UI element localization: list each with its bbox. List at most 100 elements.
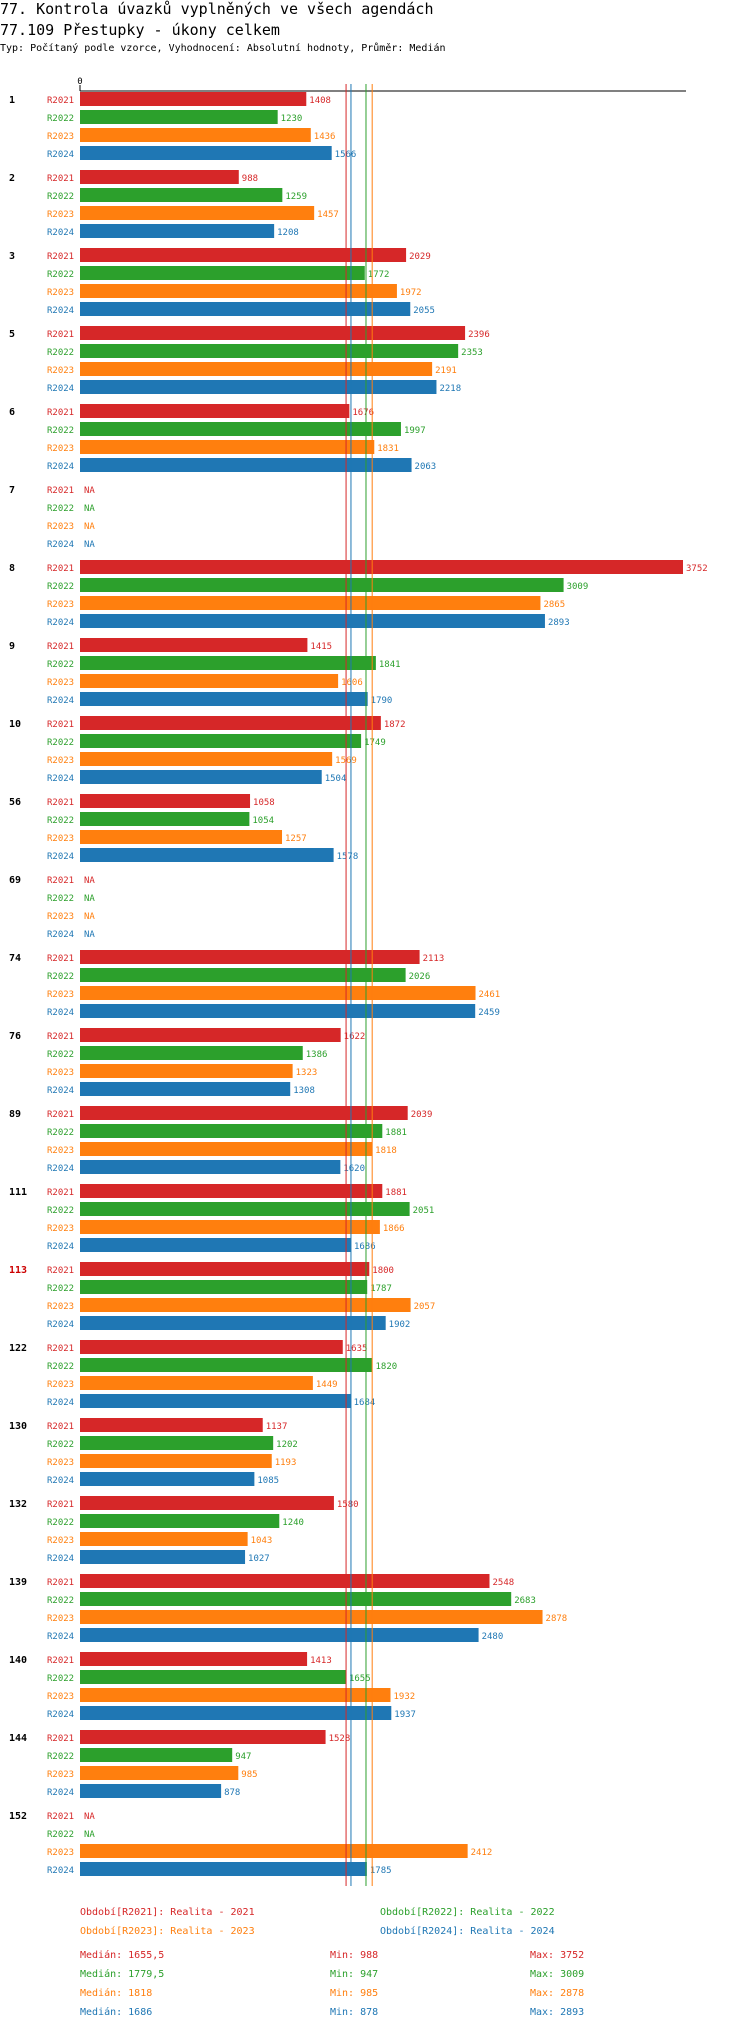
- series-label: R2021: [47, 252, 74, 262]
- series-label: R2021: [47, 1266, 74, 1276]
- value-label: 1881: [385, 1128, 407, 1138]
- stat-median: Medián: 1655,5: [80, 1950, 165, 1961]
- bar: [80, 326, 466, 340]
- stat-max: Max: 2878: [530, 1988, 585, 1999]
- value-label: 947: [235, 1752, 251, 1762]
- value-label: 1578: [337, 852, 359, 862]
- bar: [80, 1202, 410, 1216]
- group-label: 8: [9, 563, 15, 574]
- value-label: 1230: [281, 114, 303, 124]
- group-label: 76: [9, 1031, 21, 1042]
- value-label: 1566: [335, 150, 357, 160]
- value-label: 1872: [384, 720, 406, 730]
- na-label: NA: [84, 540, 95, 550]
- series-label: R2021: [47, 486, 74, 496]
- bar: [80, 1160, 341, 1174]
- na-label: NA: [84, 894, 95, 904]
- bar: [80, 1652, 308, 1666]
- bar: [80, 1358, 373, 1372]
- series-label: R2021: [47, 96, 74, 106]
- series-label: R2022: [47, 504, 74, 514]
- series-label: R2024: [47, 540, 74, 550]
- series-label: R2021: [47, 564, 74, 574]
- bar: [80, 794, 251, 808]
- value-label: 3752: [686, 564, 708, 574]
- stat-min: Min: 985: [330, 1988, 379, 1999]
- bar: [80, 1280, 368, 1294]
- value-label: 3009: [567, 582, 589, 592]
- value-label: 2051: [413, 1206, 435, 1216]
- series-label: R2021: [47, 1500, 74, 1510]
- value-label: 988: [242, 174, 258, 184]
- bar: [80, 986, 476, 1000]
- value-label: 1449: [316, 1380, 338, 1390]
- series-label: R2024: [47, 1632, 74, 1642]
- series-label: R2022: [47, 972, 74, 982]
- na-label: NA: [84, 522, 95, 532]
- series-label: R2022: [47, 738, 74, 748]
- bar: [80, 1142, 373, 1156]
- na-label: NA: [84, 1812, 95, 1822]
- bar: [80, 1730, 326, 1744]
- bar: [80, 1784, 222, 1798]
- value-label: 2893: [548, 618, 570, 628]
- value-label: 2412: [471, 1848, 493, 1858]
- series-label: R2022: [47, 816, 74, 826]
- group-label: 5: [9, 329, 15, 340]
- series-label: R2021: [47, 798, 74, 808]
- bar: [80, 284, 397, 298]
- series-label: R2021: [47, 954, 74, 964]
- na-label: NA: [84, 1830, 95, 1840]
- series-label: R2023: [47, 1146, 74, 1156]
- bar: [80, 404, 350, 418]
- value-label: 2057: [414, 1302, 436, 1312]
- value-label: 1635: [346, 1344, 368, 1354]
- bar: [80, 1238, 351, 1252]
- bar: [80, 1124, 383, 1138]
- series-label: R2024: [47, 228, 74, 238]
- series-label: R2023: [47, 834, 74, 844]
- series-label: R2022: [47, 1518, 74, 1528]
- value-label: 2055: [413, 306, 435, 316]
- stat-median: Medián: 1779,5: [80, 1969, 165, 1980]
- group-label: 1: [9, 95, 15, 106]
- bar: [80, 752, 333, 766]
- bar: [80, 1706, 392, 1720]
- series-label: R2023: [47, 756, 74, 766]
- value-label: 1620: [343, 1164, 365, 1174]
- bar: [80, 1082, 291, 1096]
- bar: [80, 206, 315, 220]
- value-label: 1408: [309, 96, 331, 106]
- value-label: 1686: [354, 1242, 376, 1252]
- na-label: NA: [84, 912, 95, 922]
- series-label: R2022: [47, 1596, 74, 1606]
- legend-item: Období[R2021]: Realita - 2021: [80, 1907, 255, 1918]
- series-label: R2021: [47, 1032, 74, 1042]
- series-label: R2023: [47, 678, 74, 688]
- legend-item: Období[R2024]: Realita - 2024: [380, 1926, 555, 1937]
- group-label: 6: [9, 407, 15, 418]
- bar: [80, 1532, 248, 1546]
- na-label: NA: [84, 486, 95, 496]
- bar: [80, 1298, 411, 1312]
- series-label: R2023: [47, 522, 74, 532]
- value-label: 1772: [368, 270, 390, 280]
- series-label: R2024: [47, 462, 74, 472]
- bar: [80, 266, 365, 280]
- series-label: R2023: [47, 1614, 74, 1624]
- bar: [80, 362, 433, 376]
- bar: [80, 1340, 343, 1354]
- series-label: R2023: [47, 444, 74, 454]
- stat-min: Min: 947: [330, 1969, 379, 1980]
- bar: [80, 596, 541, 610]
- group-label: 3: [9, 251, 15, 262]
- bar: [80, 1748, 233, 1762]
- bar: [80, 302, 411, 316]
- value-label: 2548: [493, 1578, 515, 1588]
- series-label: R2022: [47, 660, 74, 670]
- bar: [80, 1028, 341, 1042]
- stat-max: Max: 3752: [530, 1950, 585, 1961]
- bar: [80, 1004, 476, 1018]
- series-label: R2021: [47, 1344, 74, 1354]
